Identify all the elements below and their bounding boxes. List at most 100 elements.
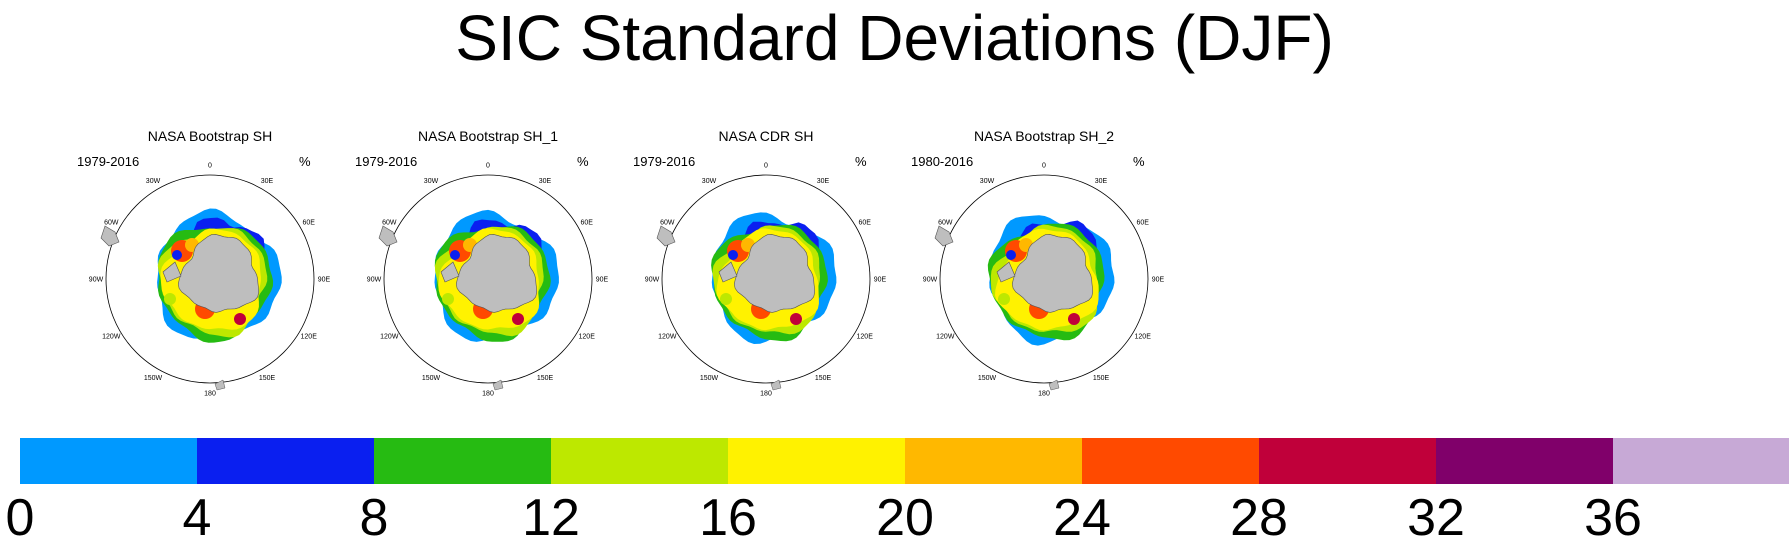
- polar-map: 0 30E 60E 90E 120E 150E 180 150W 120W 90W 60W 30W: [89, 163, 331, 398]
- sic-patch-4-8: [1006, 250, 1016, 260]
- map-panel-nasa-cdr-sh: NASA CDR SH 1979-2016 % 0 30E 60E 90E 120E 15…: [631, 124, 901, 414]
- panel-unit: %: [1133, 154, 1145, 169]
- panel-title: NASA Bootstrap SH_2: [973, 128, 1115, 144]
- longitude-label: 90E: [596, 277, 609, 284]
- longitude-label: 150W: [144, 375, 163, 382]
- polar-map: 0 30E 60E 90E 120E 150E 180 150W 120W 90W 60W 30W: [923, 163, 1165, 398]
- longitude-label: 120E: [579, 334, 596, 341]
- polar-map: 0 30E 60E 90E 120E 150E 180 150W 120W 90W 60W 30W: [367, 163, 609, 398]
- longitude-label: 60W: [382, 220, 397, 227]
- longitude-label: 30E: [261, 178, 274, 185]
- island-land: [1048, 379, 1060, 391]
- longitude-label: 120W: [936, 334, 955, 341]
- panel-title: NASA Bootstrap SH_1: [417, 128, 559, 144]
- longitude-label: 90E: [874, 277, 887, 284]
- sic-patch-16: [164, 293, 176, 305]
- longitude-label: 180: [1038, 391, 1050, 398]
- sic-patch-16: [442, 293, 454, 305]
- colorbar-box: [197, 438, 374, 484]
- longitude-label: 150W: [700, 375, 719, 382]
- longitude-label: 150E: [537, 375, 554, 382]
- longitude-label: 150E: [1093, 375, 1110, 382]
- sic-patch-32: [512, 313, 524, 325]
- longitude-label: 150E: [259, 375, 276, 382]
- colorbar-box: [1613, 438, 1789, 484]
- colorbar-tick-label: 32: [1407, 489, 1465, 547]
- longitude-label: 30W: [146, 178, 161, 185]
- longitude-label: 150W: [422, 375, 441, 382]
- sic-patch-16: [998, 293, 1010, 305]
- colorbar-tick-label: 0: [5, 489, 35, 547]
- colorbar-box: [905, 438, 1082, 484]
- map-panel-nasa-bootstrap-sh-1: NASA Bootstrap SH_1 1979-2016 % 0 30E 60E 9…: [353, 124, 623, 414]
- sic-patch-32: [1068, 313, 1080, 325]
- longitude-label: 30E: [1095, 178, 1108, 185]
- longitude-label: 30E: [817, 178, 830, 185]
- colorbar-box: [551, 438, 728, 484]
- south-america-land: [378, 225, 398, 247]
- south-america-land: [934, 225, 954, 247]
- south-america-land: [100, 225, 120, 247]
- longitude-label: 90W: [367, 277, 382, 284]
- sic-patch-4-8: [728, 250, 738, 260]
- longitude-label: 0: [208, 163, 212, 170]
- colorbar-box: [374, 438, 551, 484]
- colorbar-tick-label: 28: [1230, 489, 1288, 547]
- longitude-label: 90W: [923, 277, 938, 284]
- longitude-label: 120W: [102, 334, 121, 341]
- longitude-label: 30W: [980, 178, 995, 185]
- longitude-label: 60E: [580, 220, 593, 227]
- sic-patch-32: [234, 313, 246, 325]
- colorbar-box: [1259, 438, 1436, 484]
- colorbar-tick-label: 36: [1584, 489, 1642, 547]
- longitude-label: 0: [486, 163, 490, 170]
- longitude-label: 60W: [104, 220, 119, 227]
- longitude-label: 180: [204, 391, 216, 398]
- sic-patch-4-8: [450, 250, 460, 260]
- sic-patch-16: [720, 293, 732, 305]
- longitude-label: 90W: [89, 277, 104, 284]
- colorbar-box: [728, 438, 905, 484]
- panel-title: NASA Bootstrap SH: [147, 128, 273, 144]
- longitude-label: 60E: [1136, 220, 1149, 227]
- panel-period: 1979-2016: [355, 154, 418, 169]
- longitude-label: 120W: [658, 334, 677, 341]
- island-land: [770, 379, 782, 391]
- antarctic-peninsula: [162, 261, 182, 283]
- panel-period: 1979-2016: [77, 154, 140, 169]
- longitude-label: 60E: [858, 220, 871, 227]
- colorbar-tick-label: 16: [699, 489, 757, 547]
- longitude-label: 120E: [857, 334, 874, 341]
- island-land: [492, 379, 504, 391]
- longitude-label: 60E: [302, 220, 315, 227]
- longitude-label: 120E: [1135, 334, 1152, 341]
- antarctic-peninsula: [996, 261, 1016, 283]
- longitude-label: 150E: [815, 375, 832, 382]
- colorbar-tick-label: 20: [876, 489, 934, 547]
- colorbar-tick-label: 24: [1053, 489, 1111, 547]
- page-title: SIC Standard Deviations (DJF): [455, 2, 1334, 74]
- longitude-label: 0: [1042, 163, 1046, 170]
- panel-unit: %: [855, 154, 867, 169]
- longitude-label: 90W: [645, 277, 660, 284]
- colorbar-tick-label: 8: [359, 489, 389, 547]
- longitude-label: 30E: [539, 178, 552, 185]
- colorbar-box: [20, 438, 197, 484]
- antarctic-peninsula: [718, 261, 738, 283]
- sic-patch-4-8: [172, 250, 182, 260]
- antarctic-peninsula: [440, 261, 460, 283]
- longitude-label: 30W: [702, 178, 717, 185]
- longitude-label: 180: [482, 391, 494, 398]
- sic-patch-32: [790, 313, 802, 325]
- longitude-label: 180: [760, 391, 772, 398]
- map-panel-nasa-bootstrap-sh-2: NASA Bootstrap SH_2 1980-2016 % 0 30E 60E 9…: [909, 124, 1179, 414]
- panel-unit: %: [577, 154, 589, 169]
- longitude-label: 60W: [660, 220, 675, 227]
- longitude-label: 150W: [978, 375, 997, 382]
- longitude-label: 0: [764, 163, 768, 170]
- south-america-land: [656, 225, 676, 247]
- longitude-label: 60W: [938, 220, 953, 227]
- map-panel-nasa-bootstrap-sh: NASA Bootstrap SH 1979-2016 % 0 30E 60E 90E…: [75, 124, 345, 414]
- longitude-label: 30W: [424, 178, 439, 185]
- panel-period: 1980-2016: [911, 154, 974, 169]
